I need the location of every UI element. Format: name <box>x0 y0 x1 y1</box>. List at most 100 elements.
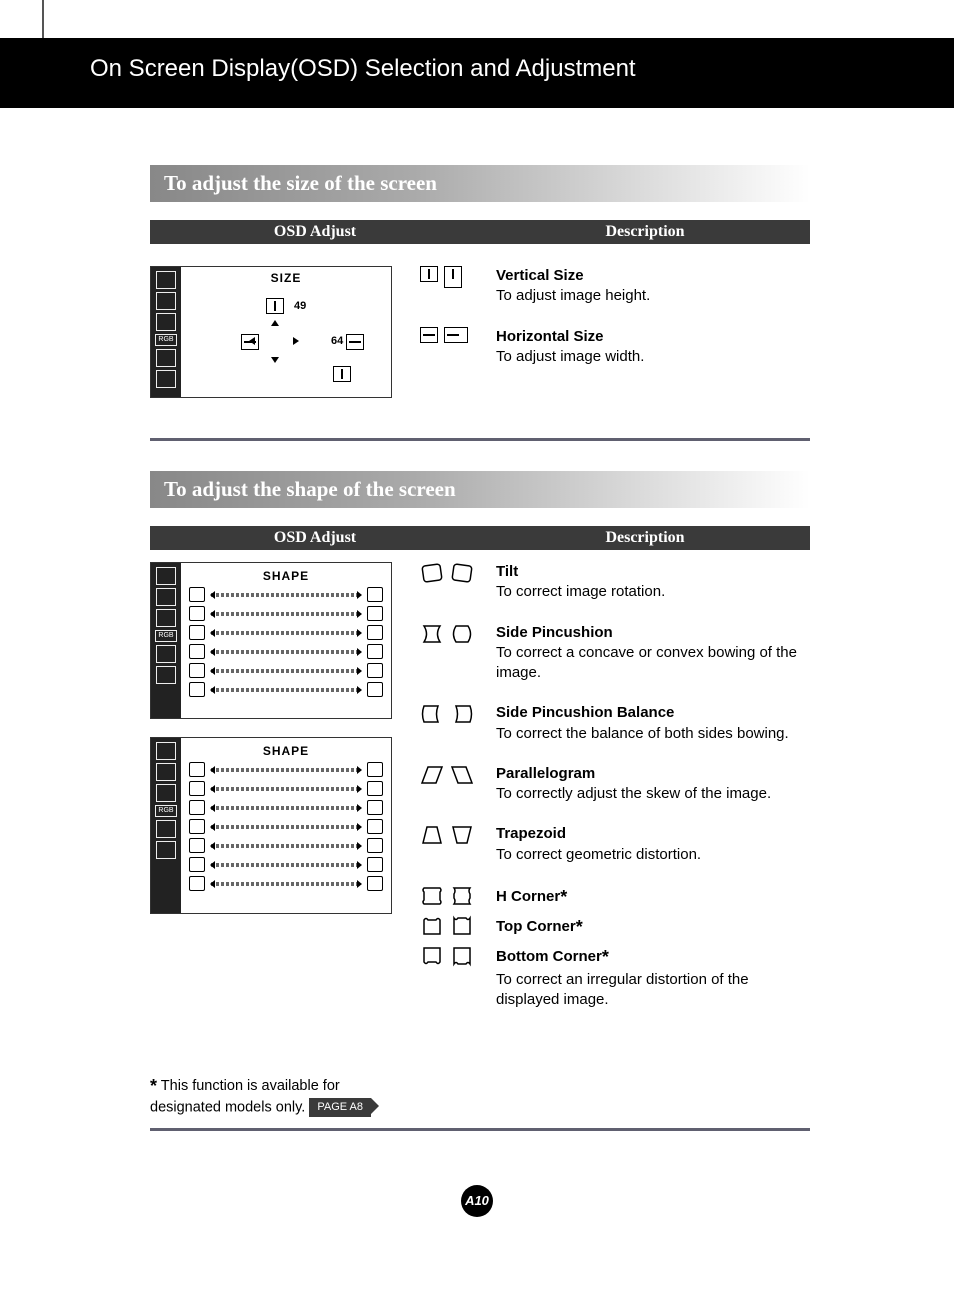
pin-balance-desc: To correct the balance of both sides bow… <box>496 725 789 742</box>
pincushion-title: Side Pincushion <box>496 624 613 641</box>
h-size-icons <box>420 327 482 368</box>
parallelogram-desc: To correctly adjust the skew of the imag… <box>496 785 771 802</box>
bottom-corner-title: Bottom Corner <box>496 948 602 965</box>
page-title: On Screen Display(OSD) Selection and Adj… <box>90 55 636 83</box>
osd-icon-strip-3: RGB <box>151 738 181 913</box>
h-size-title: Horizontal Size <box>496 328 604 345</box>
trap-wide-icon <box>450 824 474 846</box>
pin-in-icon <box>420 623 444 645</box>
hcorner-a-icon <box>189 857 205 872</box>
triangle-down-icon <box>271 357 279 363</box>
trap-a-icon <box>189 838 205 853</box>
desc-vertical-size: Vertical Size To adjust image height. <box>420 266 810 307</box>
slider-bar <box>211 612 361 616</box>
desc-horizontal-size: Horizontal Size To adjust image width. <box>420 327 810 368</box>
arrows-icon <box>156 784 176 802</box>
slider-bar <box>211 688 361 692</box>
desc-column: Vertical Size To adjust image height. Ho… <box>420 266 810 398</box>
shape-list-2: SHAPE <box>181 738 391 913</box>
para-left-icon <box>189 644 205 659</box>
pin-out-icon <box>367 781 383 796</box>
content-area: To adjust the size of the screen OSD Adj… <box>150 165 810 1161</box>
trapezoid-text: Trapezoid To correct geometric distortio… <box>496 824 810 865</box>
parallelogram-icons <box>420 764 482 805</box>
para-right-icon <box>367 644 383 659</box>
shape-row <box>189 587 383 602</box>
footnote: * This function is available for designa… <box>150 1074 380 1118</box>
tilt-desc: To correct image rotation. <box>496 583 665 600</box>
shape-row <box>189 800 383 815</box>
slider-bar <box>211 825 361 829</box>
h-size-desc: To adjust image width. <box>496 348 644 365</box>
bottom-corner-text: Bottom Corner* To correct an irregular d… <box>496 945 810 1010</box>
col-description: Description <box>480 220 810 244</box>
pincushion-text: Side Pincushion To correct a concave or … <box>496 623 810 684</box>
h-size-right-icon <box>346 334 364 350</box>
hcorner-a-icon <box>420 885 444 907</box>
shape-row <box>189 606 383 621</box>
triangle-up-icon <box>271 320 279 326</box>
top-corner-icons <box>420 915 482 939</box>
screen-icon <box>156 763 176 781</box>
v-expand-icon <box>444 266 462 288</box>
star-icon <box>156 370 176 388</box>
tilt-left-icon <box>420 562 444 584</box>
shape-row <box>189 819 383 834</box>
trap-narrow-icon <box>420 824 444 846</box>
bcorner-b-icon <box>450 945 474 967</box>
osd-shape-label-1: SHAPE <box>189 569 383 583</box>
osd-icon-strip: RGB <box>151 267 181 397</box>
triangle-right-icon <box>293 337 299 345</box>
trap-a-icon <box>189 663 205 678</box>
h-corner-icons <box>420 885 482 909</box>
v-size-desc: To adjust image height. <box>496 287 650 304</box>
section1-table-header: OSD Adjust Description <box>150 220 810 244</box>
osd-column: RGB SIZE 49 <box>150 266 395 398</box>
desc-top-corner: Top Corner* <box>420 915 810 939</box>
osd-size-box: RGB SIZE 49 <box>150 266 392 398</box>
para-right-icon <box>450 764 474 786</box>
desc-pin-balance: Side Pincushion Balance To correct the b… <box>420 703 810 744</box>
slider-bar <box>211 669 361 673</box>
desc-pincushion: Side Pincushion To correct a concave or … <box>420 623 810 684</box>
section1-header: To adjust the size of the screen <box>150 165 810 202</box>
shape-row <box>189 762 383 777</box>
bal-right-icon <box>367 625 383 640</box>
h-expand-icon <box>444 327 468 343</box>
rgb-icon: RGB <box>155 805 177 817</box>
brightness-icon <box>156 271 176 289</box>
v-size-bottom-icon <box>333 366 351 382</box>
menu-icon <box>156 820 176 838</box>
parallelogram-title: Parallelogram <box>496 765 595 782</box>
v-size-text: Vertical Size To adjust image height. <box>496 266 810 307</box>
shape-row <box>189 781 383 796</box>
tilt-left-icon <box>189 762 205 777</box>
desc-parallelogram: Parallelogram To correctly adjust the sk… <box>420 764 810 805</box>
menu-icon <box>156 645 176 663</box>
slider-bar <box>211 768 361 772</box>
shape-row <box>189 857 383 872</box>
desc-trapezoid: Trapezoid To correct geometric distortio… <box>420 824 810 865</box>
v-collapse-icon <box>420 266 438 282</box>
tilt-left-icon <box>189 587 205 602</box>
h-corner-title: H Corner <box>496 888 560 905</box>
pin-out-icon <box>367 606 383 621</box>
screen-icon <box>156 292 176 310</box>
manual-page: On Screen Display(OSD) Selection and Adj… <box>0 0 954 1307</box>
para-left-icon <box>189 819 205 834</box>
v-size-value: 49 <box>294 300 306 312</box>
page-number: A10 <box>461 1185 493 1217</box>
pincushion-desc: To correct a concave or convex bowing of… <box>496 644 797 681</box>
shape-row <box>189 644 383 659</box>
star-icon <box>156 841 176 859</box>
osd-icon-strip-2: RGB <box>151 563 181 718</box>
osd-body: SIZE 49 64 <box>181 267 391 397</box>
pin-balance-text: Side Pincushion Balance To correct the b… <box>496 703 810 744</box>
corner-b-icon <box>367 682 383 697</box>
triangle-left-icon <box>249 337 255 345</box>
shape-row <box>189 838 383 853</box>
osd-shape-box-2: RGB SHAPE <box>150 737 392 914</box>
section-divider-2 <box>150 1128 810 1131</box>
arrows-icon <box>156 313 176 331</box>
para-right-icon <box>367 819 383 834</box>
